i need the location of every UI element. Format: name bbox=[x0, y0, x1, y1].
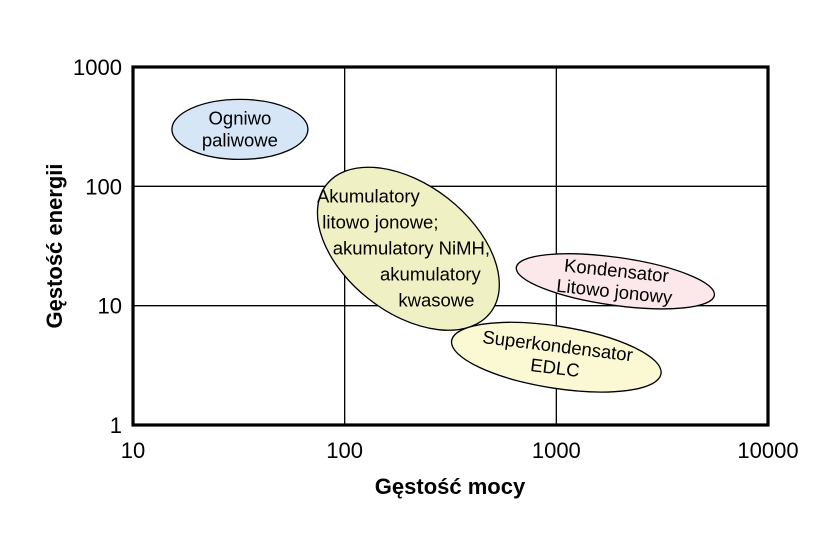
plot-frame bbox=[131, 65, 770, 427]
region-label-line: paliwowe bbox=[202, 129, 278, 150]
x-tick-label: 10 bbox=[121, 438, 145, 463]
x-tick-label: 1000 bbox=[532, 438, 581, 463]
y-tick-label: 1 bbox=[110, 413, 122, 438]
x-tick-label: 10000 bbox=[737, 438, 798, 463]
region-ellipse bbox=[450, 321, 662, 393]
x-tick-label: 100 bbox=[326, 438, 363, 463]
y-tick-label: 1000 bbox=[73, 55, 122, 80]
region-ellipse bbox=[171, 98, 309, 161]
region-label-line: Ogniwo bbox=[209, 107, 272, 128]
y-tick-label: 10 bbox=[98, 294, 122, 319]
x-axis-label: Gęstość mocy bbox=[375, 474, 526, 499]
region-label-line: akumulatory NiMH, bbox=[333, 238, 490, 259]
y-tick-label: 100 bbox=[85, 174, 122, 199]
region-label-line: litowo jonowe; bbox=[322, 212, 438, 233]
region-label-line: kwasowe bbox=[398, 290, 474, 311]
region-label-line: akumulatory bbox=[380, 264, 482, 285]
region-label-line: Akumulatory bbox=[317, 186, 421, 207]
region-ellipse bbox=[515, 253, 716, 310]
y-axis-label: Gęstość energii bbox=[42, 163, 67, 328]
region-2: Akumulatory litowo jonowe; akumulatory NiM… bbox=[316, 166, 500, 331]
region-ellipse bbox=[316, 166, 500, 331]
